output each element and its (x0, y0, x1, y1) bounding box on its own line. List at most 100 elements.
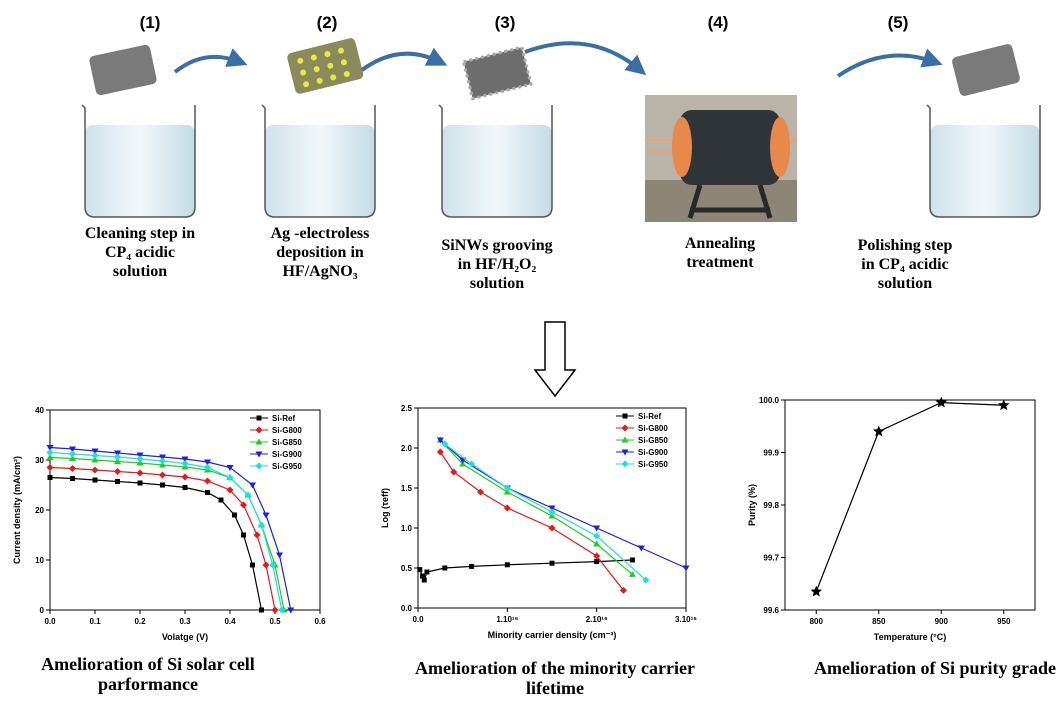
plot-frame (784, 399, 1036, 611)
legend-marker (255, 426, 263, 434)
y-tick-label: 1.0 (401, 524, 413, 533)
data-point (628, 570, 636, 577)
step-caption: Annealing treatment (685, 235, 755, 271)
data-point (91, 452, 99, 459)
data-point (70, 476, 75, 481)
step-label: (1) (140, 13, 161, 32)
data-point (287, 607, 295, 614)
legend-label: Si-G950 (638, 460, 668, 469)
data-point (810, 585, 822, 597)
data-point (503, 484, 511, 492)
wafers (89, 38, 1020, 101)
step-caption: Ag -electroless deposition in HF/AgNO₃ (271, 225, 370, 280)
chart-caption: Amelioration of Si purity grade (814, 658, 1056, 678)
step-caption-line: Annealing (685, 235, 755, 252)
data-point (253, 531, 261, 539)
data-point (642, 576, 650, 584)
chart-caption-line: Amelioration of Si purity grade (814, 658, 1056, 678)
legend-marker (621, 449, 629, 456)
data-point (593, 552, 601, 560)
data-point (262, 561, 270, 569)
x-axis-label: Volatge (V) (162, 632, 208, 642)
data-point (619, 586, 627, 594)
step-arrows (173, 41, 943, 78)
series-line (419, 559, 633, 582)
step-label: (2) (317, 13, 338, 32)
y-tick-label: 99.8 (763, 501, 779, 510)
data-point (998, 399, 1010, 411)
x-tick-label: 2.10¹⁶ (586, 615, 608, 624)
legend-label: Si-Ref (638, 412, 661, 421)
step-caption-line: in CP₄ acidic (861, 256, 948, 273)
data-point (468, 460, 476, 468)
data-point (204, 459, 211, 466)
legend-marker (255, 451, 263, 458)
legend-marker (621, 436, 629, 443)
y-tick-label: 0.0 (401, 604, 413, 613)
down-arrow (533, 321, 577, 398)
data-point (182, 485, 188, 490)
legend-label: Si-G850 (272, 438, 302, 447)
y-tick-label: 2.5 (401, 404, 413, 413)
data-point (419, 573, 425, 579)
step-caption-line: Polishing step (858, 237, 953, 254)
step-caption-line: deposition in (276, 244, 364, 261)
data-point (92, 477, 98, 483)
step-caption-line: solution (113, 263, 167, 280)
data-point (226, 486, 234, 494)
step-caption-line: HF/AgNO₃ (282, 263, 357, 280)
legend-label: Si-G850 (638, 436, 668, 445)
legend-label: Si-G950 (272, 462, 302, 471)
data-point (137, 480, 143, 486)
data-point (249, 482, 256, 489)
chart-caption-line: Amelioration of the minority carrier (415, 658, 695, 678)
data-point (136, 469, 144, 477)
x-tick-label: 950 (997, 617, 1011, 626)
data-point (226, 465, 234, 471)
y-tick-label: 99.7 (763, 554, 779, 563)
legend-marker (256, 415, 262, 421)
legend-label: Si-Ref (272, 414, 295, 423)
data-point (873, 425, 885, 437)
data-point (218, 497, 224, 503)
data-point (629, 557, 635, 563)
legend-label: Si-G800 (638, 424, 668, 433)
plot-frame (417, 407, 687, 609)
data-point (114, 458, 121, 464)
y-axis-label: Purity (%) (747, 484, 757, 526)
series-line (439, 439, 633, 575)
data-point (114, 468, 121, 475)
step-label: (5) (888, 13, 909, 32)
step-caption: Polishing step in CP₄ acidic solution (858, 237, 953, 292)
beakers (81, 104, 1041, 218)
legend-marker (621, 424, 629, 432)
series-line (49, 456, 285, 611)
y-tick-label: 40 (35, 406, 44, 415)
x-tick-label: 0.4 (224, 617, 236, 626)
y-tick-label: 20 (35, 506, 44, 515)
beaker (261, 104, 376, 218)
data-point (69, 455, 76, 461)
y-tick-label: 30 (35, 456, 44, 465)
step-caption-line: CP₄ acidic (105, 244, 175, 261)
wafer (952, 44, 1020, 96)
data-point (259, 607, 264, 613)
data-point (469, 563, 475, 569)
data-point (69, 450, 76, 458)
x-tick-label: 0.0 (44, 617, 56, 626)
data-point (477, 488, 485, 496)
data-point (278, 606, 286, 614)
x-tick-label: 0.1 (89, 617, 101, 626)
x-tick-label: 0.0 (412, 615, 424, 624)
series-line (49, 451, 283, 611)
data-point (442, 565, 448, 571)
step-caption: Cleaning step in CP₄ acidic solution (85, 225, 195, 280)
step-caption-line: Ag -electroless (271, 225, 370, 242)
data-point (159, 457, 166, 465)
data-point (276, 552, 283, 559)
data-point (204, 477, 211, 485)
wafer-ag (287, 38, 364, 94)
data-point (240, 501, 247, 509)
x-tick-label: 0.2 (134, 617, 146, 626)
step-caption-line: solution (470, 275, 524, 292)
